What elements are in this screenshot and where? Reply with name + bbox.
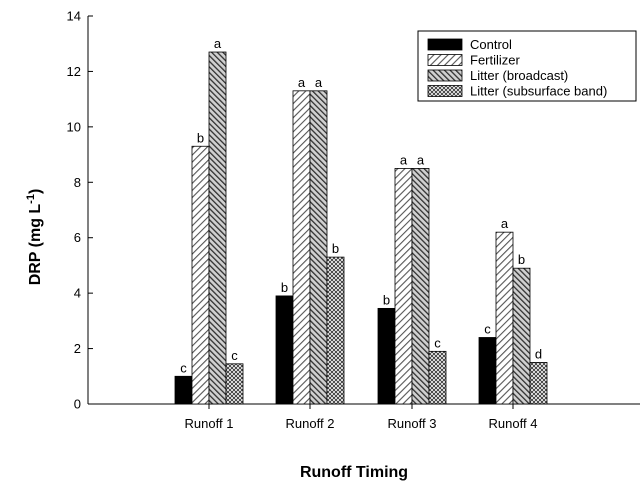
legend-swatch bbox=[427, 69, 463, 82]
bar bbox=[394, 168, 413, 405]
legend-label: Litter (subsurface band) bbox=[470, 84, 607, 99]
y-tick-label: 12 bbox=[67, 64, 81, 79]
x-tick-label: Runoff 4 bbox=[489, 416, 538, 431]
bar-significance-label: a bbox=[298, 75, 306, 90]
x-tick-label: Runoff 3 bbox=[388, 416, 437, 431]
bar-significance-label: a bbox=[214, 36, 222, 51]
legend-label: Litter (broadcast) bbox=[470, 68, 568, 83]
bar bbox=[208, 51, 227, 405]
bar-significance-label: b bbox=[281, 280, 288, 295]
y-axis-title: DRP (mg L-1) bbox=[25, 189, 44, 286]
bar-significance-label: b bbox=[518, 252, 525, 267]
x-tick-label: Runoff 1 bbox=[185, 416, 234, 431]
bar bbox=[225, 363, 244, 405]
x-axis-title: Runoff Timing bbox=[300, 464, 408, 481]
bar bbox=[512, 267, 531, 405]
y-tick-label: 8 bbox=[74, 175, 81, 190]
bar-significance-label: a bbox=[417, 152, 425, 167]
bar bbox=[411, 168, 430, 405]
legend-swatch bbox=[427, 54, 463, 66]
bar bbox=[529, 362, 548, 405]
bar-significance-label: c bbox=[434, 335, 441, 350]
bar-significance-label: a bbox=[501, 216, 509, 231]
bar bbox=[478, 337, 497, 405]
y-tick-label: 6 bbox=[74, 230, 81, 245]
legend-label: Control bbox=[470, 37, 512, 52]
bar-significance-label: a bbox=[315, 75, 323, 90]
bar-significance-label: b bbox=[332, 241, 339, 256]
y-axis-title-suffix: ) bbox=[27, 189, 44, 194]
bar-significance-label: c bbox=[484, 321, 491, 336]
x-tick-label: Runoff 2 bbox=[286, 416, 335, 431]
bar bbox=[428, 350, 447, 405]
y-tick-label: 4 bbox=[74, 286, 81, 301]
y-axis-title-main: DRP (mg L bbox=[27, 204, 44, 286]
bar bbox=[326, 256, 345, 405]
bar-significance-label: c bbox=[180, 360, 187, 375]
legend-label: Fertilizer bbox=[470, 53, 521, 68]
bar bbox=[495, 231, 514, 405]
bar-significance-label: a bbox=[400, 152, 408, 167]
bar-significance-label: c bbox=[231, 348, 238, 363]
bar bbox=[174, 375, 193, 405]
bar bbox=[377, 307, 396, 405]
bar-significance-label: b bbox=[197, 130, 204, 145]
y-tick-label: 2 bbox=[74, 341, 81, 356]
y-tick-label: 0 bbox=[74, 397, 81, 412]
y-axis-title-superscript: -1 bbox=[25, 194, 37, 204]
y-tick-label: 10 bbox=[67, 119, 81, 134]
bar bbox=[191, 145, 210, 405]
bar bbox=[275, 295, 294, 405]
legend-swatch bbox=[427, 85, 463, 97]
bar bbox=[309, 90, 328, 405]
bar bbox=[292, 90, 311, 405]
bar-significance-label: b bbox=[383, 292, 390, 307]
y-tick-label: 14 bbox=[67, 9, 81, 24]
legend-swatch bbox=[427, 38, 463, 51]
bar-significance-label: d bbox=[535, 346, 542, 361]
